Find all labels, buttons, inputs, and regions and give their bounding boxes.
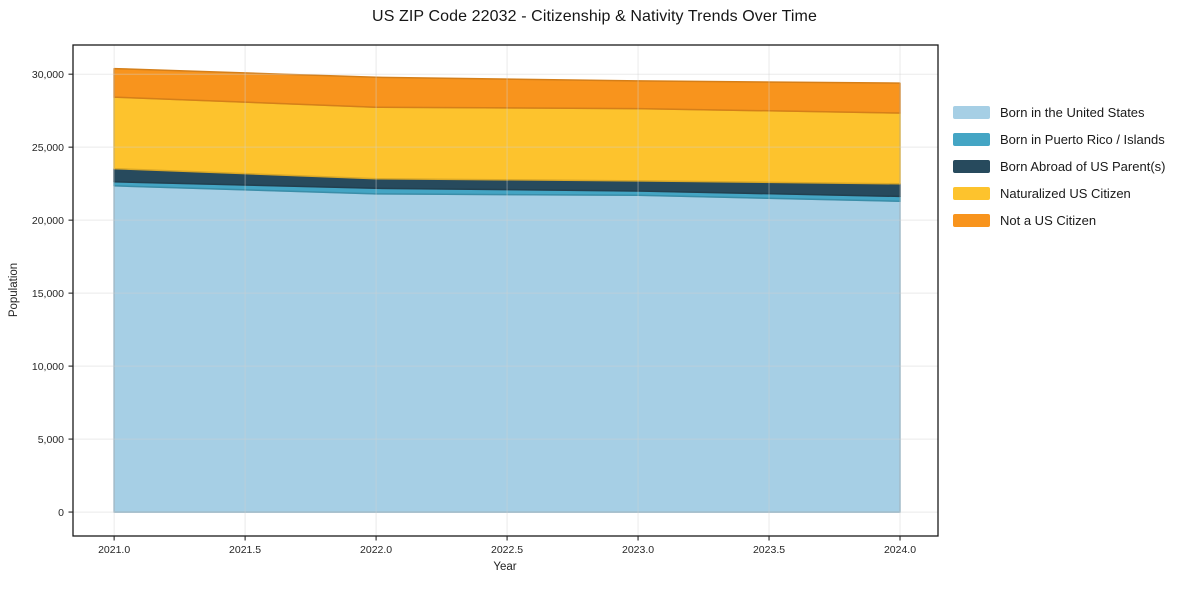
legend-item-naturalized-us-citizen: Naturalized US Citizen [953, 180, 1165, 207]
legend-swatch-born-abroad-of-us-parent-s [953, 160, 990, 173]
y-tick-label: 5,000 [38, 434, 64, 446]
legend-swatch-born-in-puerto-rico-islands [953, 133, 990, 146]
legend-label: Born Abroad of US Parent(s) [1000, 159, 1166, 174]
area-not-a-us-citizen [113, 67, 901, 114]
y-tick-label: 10,000 [32, 361, 64, 373]
legend-swatch-not-a-us-citizen [953, 214, 990, 227]
x-tick-label: 2021.0 [98, 544, 130, 556]
x-tick-label: 2023.5 [753, 544, 785, 556]
y-axis-label: Population [8, 262, 20, 318]
legend-label: Born in Puerto Rico / Islands [1000, 132, 1165, 147]
x-tick-label: 2021.5 [229, 544, 261, 556]
x-tick-label: 2022.0 [360, 544, 392, 556]
legend: Born in the United States Born in Puerto … [953, 99, 1165, 234]
legend-item-born-abroad-of-us-parent-s: Born Abroad of US Parent(s) [953, 153, 1165, 180]
legend-swatch-born-in-the-united-states [953, 106, 990, 119]
legend-label: Born in the United States [1000, 105, 1145, 120]
y-tick-label: 0 [58, 507, 64, 519]
chart-title: US ZIP Code 22032 - Citizenship & Nativi… [372, 8, 817, 25]
legend-item-not-a-us-citizen: Not a US Citizen [953, 207, 1165, 234]
x-axis-label: Year [493, 561, 517, 573]
y-tick-label: 30,000 [32, 69, 64, 81]
legend-item-born-in-the-united-states: Born in the United States [953, 99, 1165, 126]
legend-swatch-naturalized-us-citizen [953, 187, 990, 200]
y-tick-label: 25,000 [32, 142, 64, 154]
legend-label: Not a US Citizen [1000, 213, 1097, 228]
plot-border [72, 44, 939, 537]
x-tick-label: 2022.5 [491, 544, 523, 556]
legend-label: Naturalized US Citizen [1000, 186, 1131, 201]
x-tick-label: 2023.0 [622, 544, 654, 556]
y-tick-label: 15,000 [32, 288, 64, 300]
legend-item-born-in-puerto-rico-islands: Born in Puerto Rico / Islands [953, 126, 1165, 153]
y-tick-label: 20,000 [32, 215, 64, 227]
x-tick-label: 2024.0 [884, 544, 916, 556]
